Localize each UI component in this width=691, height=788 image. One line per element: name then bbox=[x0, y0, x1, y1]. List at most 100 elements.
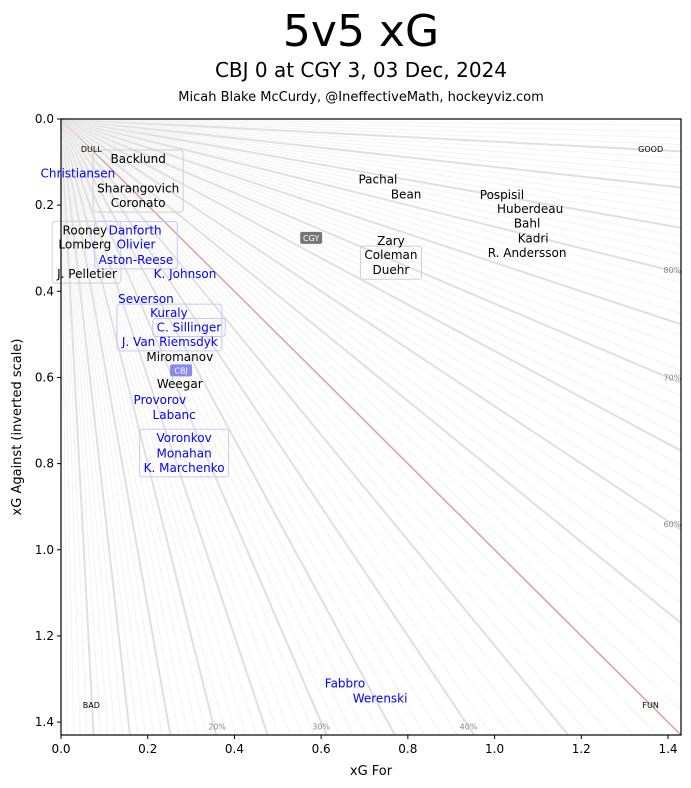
cluster-box bbox=[94, 221, 178, 270]
y-tick-label: 1.2 bbox=[35, 629, 54, 643]
share-label-group: 40% bbox=[460, 722, 478, 731]
plot-frame bbox=[60, 118, 682, 736]
player-label-group: Coronato bbox=[111, 196, 166, 210]
player-label-group: Olivier bbox=[117, 238, 156, 252]
team-marker-label: CGY bbox=[303, 234, 319, 243]
cluster-box bbox=[51, 220, 122, 284]
cluster-boxes bbox=[51, 149, 422, 478]
y-tick-label: 0.0 bbox=[35, 112, 54, 126]
share-label: 20% bbox=[208, 722, 226, 731]
player-label: Labanc bbox=[153, 408, 196, 422]
player-label: Sharangovich bbox=[97, 182, 179, 196]
player-label: K. Johnson bbox=[154, 267, 217, 281]
share-line-90 bbox=[60, 118, 682, 189]
player-label-group: Voronkov bbox=[157, 431, 212, 445]
team-marker-box bbox=[170, 364, 193, 377]
labels: 80% 70% 60% 20% 30% 40% DULL GOOD BAD FUN Backlund… bbox=[41, 145, 682, 731]
player-label: R. Andersson bbox=[488, 246, 567, 260]
player-label-group: Severson bbox=[118, 292, 174, 306]
share-line-76 bbox=[60, 118, 682, 315]
player-label: Christiansen bbox=[41, 166, 116, 180]
corner-label: GOOD bbox=[638, 145, 663, 154]
chart-credit: Micah Blake McCurdy, @IneffectiveMath, h… bbox=[178, 90, 544, 105]
share-line-56 bbox=[60, 118, 682, 604]
share-line-63 bbox=[60, 118, 682, 482]
player-label: Danforth bbox=[109, 224, 162, 238]
x-tick-label: 0.6 bbox=[312, 742, 331, 756]
share-line-73 bbox=[60, 118, 682, 348]
corner-label-group: GOOD bbox=[638, 145, 663, 154]
player-label: Coleman bbox=[364, 248, 417, 262]
share-line-79 bbox=[60, 118, 682, 284]
corner-label-group: DULL bbox=[81, 145, 102, 154]
share-label: 30% bbox=[312, 722, 330, 731]
share-line-34 bbox=[60, 118, 381, 736]
share-line-95 bbox=[60, 118, 682, 153]
player-label-group: Backlund bbox=[111, 152, 166, 166]
share-line-57 bbox=[60, 118, 682, 585]
share-line-22 bbox=[60, 118, 237, 736]
share-line-72 bbox=[60, 118, 682, 360]
share-line-65 bbox=[60, 118, 682, 452]
player-label: Aston-Reese bbox=[99, 253, 174, 267]
player-label: Pachal bbox=[358, 172, 397, 186]
share-label: 40% bbox=[460, 722, 478, 731]
player-label: Bahl bbox=[514, 217, 541, 231]
player-label-group: Zary bbox=[377, 234, 405, 248]
player-label: Pospisil bbox=[480, 188, 524, 202]
player-label-group: Miromanov bbox=[146, 350, 213, 364]
x-tick-label: 0.8 bbox=[398, 742, 417, 756]
share-line-60 bbox=[60, 118, 682, 531]
player-label-group: Danforth bbox=[109, 224, 162, 238]
x-axis-label: xG For bbox=[350, 764, 393, 779]
share-line-18 bbox=[60, 118, 198, 736]
share-line-67 bbox=[60, 118, 682, 423]
share-line-83 bbox=[60, 118, 682, 246]
player-label: Fabbro bbox=[325, 676, 365, 690]
chart-subtitle: CBJ 0 at CGY 3, 03 Dec, 2024 bbox=[214, 58, 508, 82]
player-label-group: Sharangovich bbox=[97, 182, 179, 196]
player-label-group: Coleman bbox=[364, 248, 417, 262]
player-label-group: Weegar bbox=[157, 377, 203, 391]
player-label-group: Pachal bbox=[358, 172, 397, 186]
share-line-54 bbox=[60, 118, 682, 645]
player-label: C. Sillinger bbox=[157, 320, 222, 334]
cluster-box bbox=[116, 303, 223, 352]
player-label-group: Werenski bbox=[353, 692, 408, 706]
share-line-64 bbox=[60, 118, 682, 466]
player-label: Miromanov bbox=[146, 350, 213, 364]
share-line-93 bbox=[60, 118, 682, 166]
x-tick-label: 0.4 bbox=[225, 742, 244, 756]
share-line-75 bbox=[60, 118, 682, 326]
share-line-68 bbox=[60, 118, 682, 410]
team-marker-CBJ: CBJ bbox=[170, 364, 193, 377]
corner-label: DULL bbox=[81, 145, 102, 154]
y-tick-label: 1.4 bbox=[35, 715, 54, 729]
share-line-42 bbox=[60, 118, 511, 736]
share-line-84 bbox=[60, 118, 682, 237]
player-label: Provorov bbox=[134, 393, 187, 407]
share-line-51 bbox=[60, 118, 682, 712]
share-line-61 bbox=[60, 118, 682, 514]
player-label-group: Provorov bbox=[134, 393, 187, 407]
player-label-group: Christiansen bbox=[41, 166, 116, 180]
player-label-group: Kadri bbox=[518, 232, 549, 246]
y-tick-label: 1.0 bbox=[35, 543, 54, 557]
corner-label-group: FUN bbox=[642, 701, 658, 710]
player-label: Lomberg bbox=[58, 238, 111, 252]
share-label: 70% bbox=[663, 373, 681, 382]
share-line-17 bbox=[60, 118, 189, 736]
player-label-group: Kuraly bbox=[150, 306, 188, 320]
x-tick-label: 1.2 bbox=[572, 742, 591, 756]
player-label: Zary bbox=[377, 234, 405, 248]
share-line-89 bbox=[60, 118, 682, 196]
cluster-box bbox=[92, 149, 184, 213]
player-label: Monahan bbox=[157, 446, 212, 460]
share-line-87 bbox=[60, 118, 682, 212]
cluster-box bbox=[359, 245, 422, 280]
player-label-group: Fabbro bbox=[325, 676, 365, 690]
player-label-group: Labanc bbox=[153, 408, 196, 422]
share-line-91 bbox=[60, 118, 682, 181]
player-label-group: Rooney bbox=[63, 223, 108, 237]
